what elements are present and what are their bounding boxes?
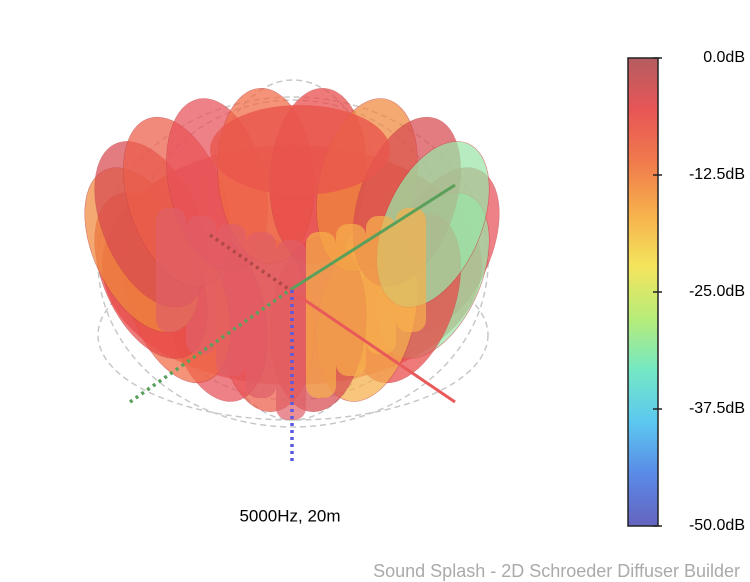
balloon-petal	[366, 216, 396, 354]
axis-y	[289, 288, 456, 404]
caption: 5000Hz, 20m	[239, 506, 340, 525]
balloon-petal	[216, 224, 246, 376]
axis-x	[289, 183, 456, 292]
axis-x-back	[128, 288, 292, 404]
tick-label: -50.0dB	[689, 517, 745, 534]
tick-label: -12.5dB	[689, 166, 745, 183]
tick-label: -25.0dB	[689, 283, 745, 300]
axis-y-back	[209, 233, 291, 292]
balloon-petal	[396, 208, 426, 332]
balloon-petal	[306, 232, 336, 398]
axes-3d	[128, 183, 456, 464]
balloon-petal	[186, 216, 216, 354]
balloon-petal	[246, 232, 276, 398]
balloon-top	[210, 105, 390, 195]
balloon-petal	[156, 208, 186, 332]
tick-label: -37.5dB	[689, 400, 745, 417]
footer: Sound Splash - 2D Schroeder Diffuser Bui…	[373, 561, 740, 581]
balloon-petal	[276, 240, 306, 420]
tick-label: 0.0dB	[703, 49, 745, 66]
balloon-petal	[336, 224, 366, 376]
balloon-plot	[84, 79, 500, 428]
